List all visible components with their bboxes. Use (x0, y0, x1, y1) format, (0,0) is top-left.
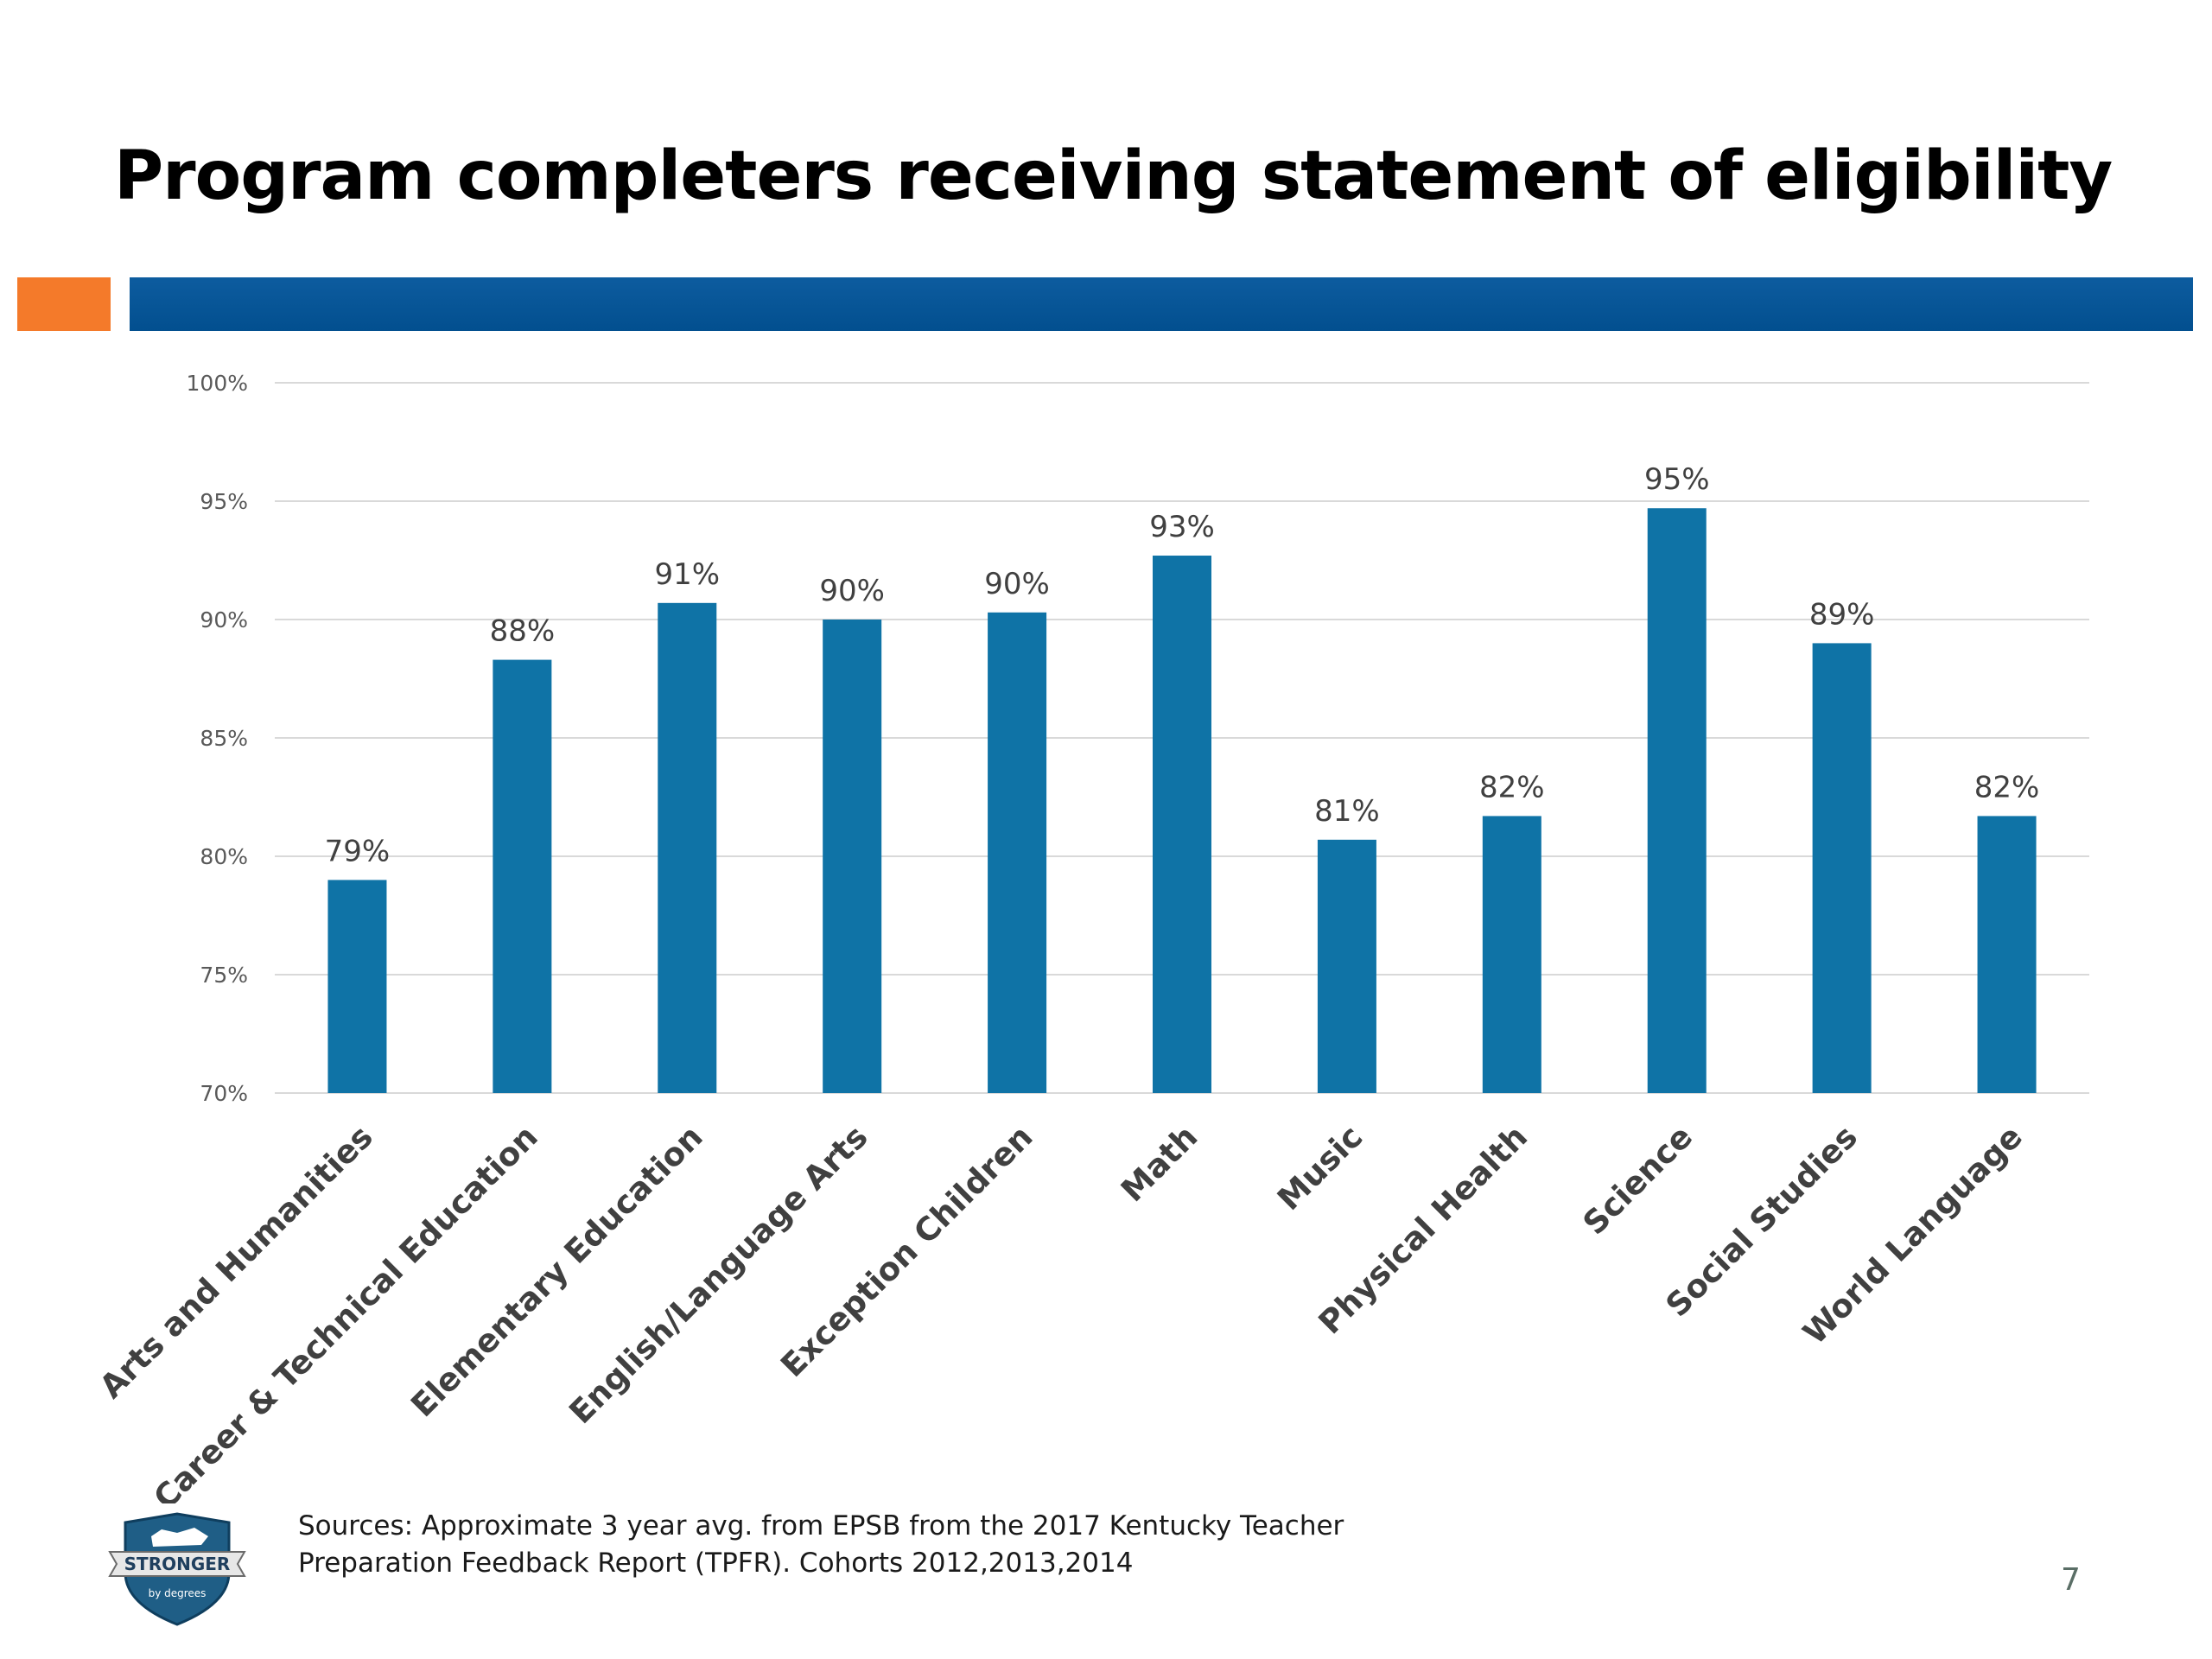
data-label: 89% (1809, 597, 1875, 632)
y-tick-label: 80% (200, 844, 248, 869)
x-category-label: English/Language Arts (562, 1118, 874, 1431)
x-category-label: Elementary Education (404, 1118, 709, 1424)
data-label: 93% (1149, 510, 1215, 544)
slide-title: Program completers receiving statement o… (114, 137, 2113, 215)
x-category-label: Science (1576, 1118, 1700, 1242)
logo-tagline: by degrees (149, 1587, 207, 1599)
logo-wordmark: STRONGER (124, 1554, 231, 1574)
stronger-by-degrees-logo: STRONGER by degrees (108, 1512, 246, 1626)
bar (327, 880, 387, 1093)
bars (327, 508, 2037, 1093)
data-label: 91% (654, 557, 720, 592)
data-label: 82% (1974, 770, 2040, 804)
y-tick-label: 95% (200, 489, 248, 514)
bar (823, 620, 882, 1093)
x-category-label: Music (1270, 1118, 1370, 1217)
data-labels: 79% 88% 91% 90% 90% 93% 81% 82% 95% 89% 82% (325, 462, 2040, 868)
data-label: 88% (490, 614, 556, 649)
y-tick-label: 90% (200, 607, 248, 632)
data-label: 82% (1479, 770, 1545, 804)
data-label: 79% (325, 834, 391, 868)
y-tick-label: 70% (200, 1081, 248, 1106)
data-label: 90% (819, 574, 885, 608)
sources-note: Sources: Approximate 3 year avg. from EP… (298, 1510, 1344, 1579)
data-label: 81% (1314, 794, 1380, 829)
data-label: 95% (1644, 462, 1710, 497)
y-tick-label: 100% (187, 371, 248, 396)
bar (1647, 508, 1707, 1093)
bar-chart: 100% 95% 90% 85% 80% 75% 70% 79% 88% 91% 90% 90% 93… (92, 371, 2089, 1503)
bar (493, 659, 552, 1093)
bar (1317, 839, 1376, 1093)
bar (1812, 643, 1872, 1093)
y-tick-label: 75% (200, 963, 248, 988)
x-category-label: Arts and Humanities (92, 1118, 380, 1406)
title-underline-bar (130, 277, 2193, 331)
x-category-label: Math (1114, 1118, 1205, 1209)
bar (1977, 816, 2037, 1093)
page-number: 7 (2061, 1562, 2081, 1598)
bar (1153, 556, 1211, 1093)
y-tick-label: 85% (200, 726, 248, 751)
data-label: 90% (984, 567, 1050, 601)
bar (988, 612, 1047, 1093)
bar (658, 602, 717, 1093)
orange-accent-block (17, 277, 111, 331)
bar (1482, 816, 1541, 1093)
y-axis-tick-labels: 100% 95% 90% 85% 80% 75% 70% (187, 371, 248, 1106)
